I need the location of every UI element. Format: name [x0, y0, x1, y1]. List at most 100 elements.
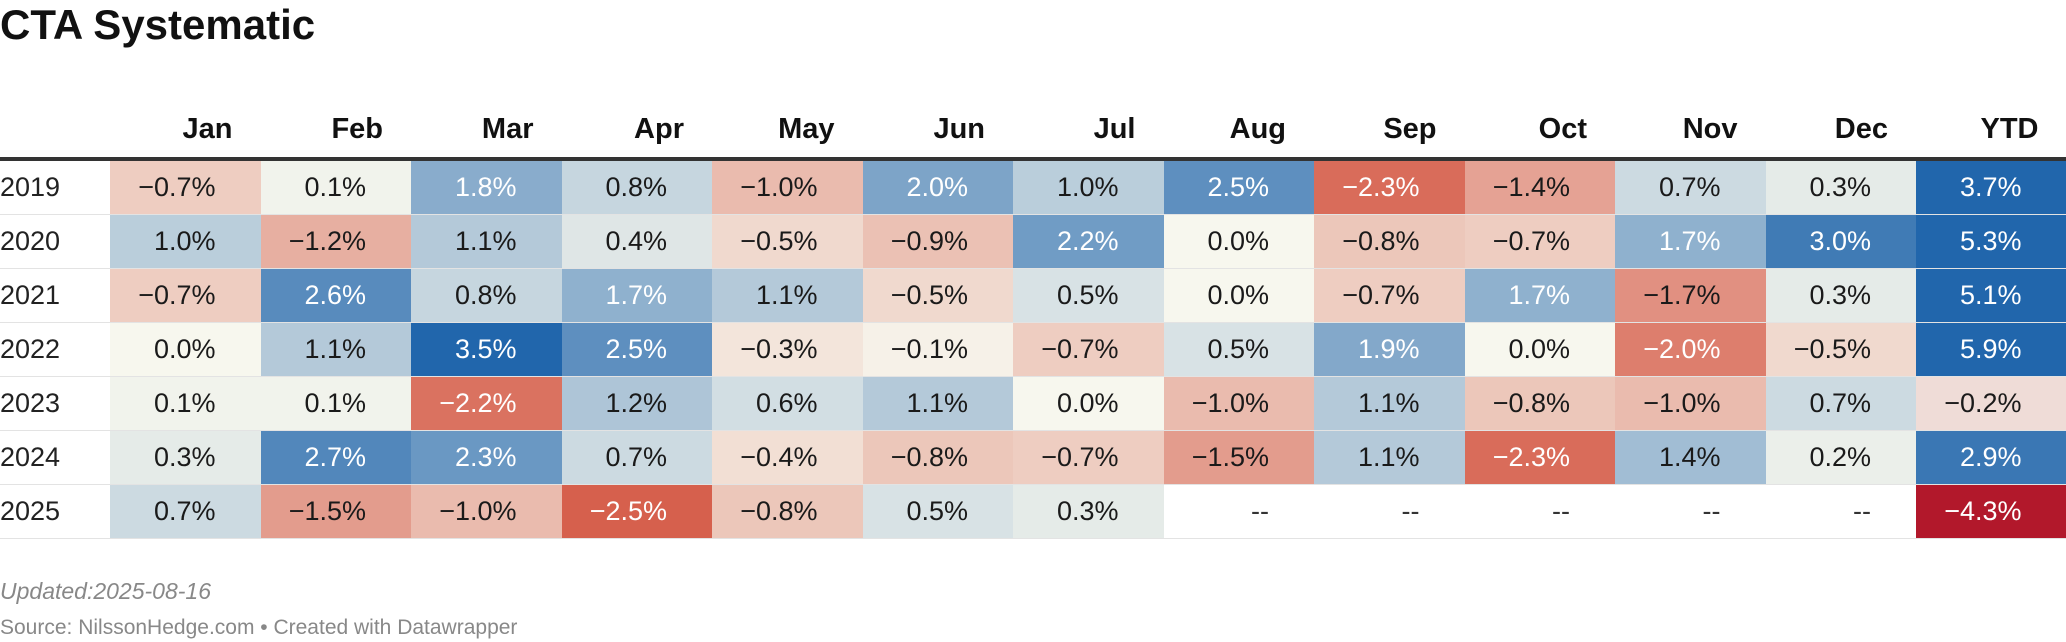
header-row: Jan Feb Mar Apr May Jun Jul Aug Sep Oct Nov Dec YTD — [0, 102, 2066, 161]
heat-cell: 1.1% — [1314, 376, 1465, 431]
heat-cell: 1.7% — [1615, 214, 1766, 269]
heat-cell: 0.7% — [1615, 159, 1766, 215]
heat-cell: −0.8% — [1464, 376, 1615, 431]
heat-cell: 2.2% — [1013, 214, 1164, 269]
heat-cell: −0.5% — [862, 268, 1013, 323]
heat-cell: 0.0% — [1464, 322, 1615, 377]
heat-cell: −0.5% — [712, 214, 863, 269]
heat-cell: −0.7% — [110, 268, 261, 323]
heat-cell: 2.3% — [411, 430, 562, 485]
heat-cell: 2.9% — [1916, 430, 2066, 485]
heat-cell: 5.3% — [1916, 214, 2066, 269]
heat-cell: 0.1% — [260, 376, 411, 431]
chart-title: CTA Systematic — [0, 1, 316, 48]
heat-cell: 0.0% — [1013, 376, 1164, 431]
heat-cell: 0.1% — [110, 376, 261, 431]
heat-cell: 0.5% — [1163, 322, 1314, 377]
row-year-label: 2023 — [0, 376, 110, 431]
heat-cell: 5.1% — [1916, 268, 2066, 323]
heat-cell: 0.8% — [411, 268, 562, 323]
row-year-label: 2021 — [0, 268, 110, 323]
heat-cell: 1.0% — [110, 214, 261, 269]
heat-cell: −0.7% — [1013, 430, 1164, 485]
row-year-label: 2022 — [0, 322, 110, 377]
heat-cell: −2.3% — [1314, 159, 1465, 215]
row-year-label: 2020 — [0, 214, 110, 269]
heat-cell: 1.1% — [411, 214, 562, 269]
heat-cell: −2.5% — [561, 484, 712, 539]
heat-cell: 0.4% — [561, 214, 712, 269]
heat-cell: −1.0% — [411, 484, 562, 539]
heat-cell: 3.0% — [1765, 214, 1916, 269]
heat-cell: 0.7% — [110, 484, 261, 539]
heat-cell: 1.2% — [561, 376, 712, 431]
heat-cell: −1.0% — [712, 159, 863, 215]
column-header: Apr — [561, 102, 712, 161]
heat-cell: −0.8% — [712, 484, 863, 539]
heat-cell: −0.7% — [1314, 268, 1465, 323]
table-row: 2020 1.0% −1.2% 1.1% 0.4% −0.5% −0.9% 2.2% 0.0% −… — [0, 214, 2066, 269]
heat-cell: 3.5% — [411, 322, 562, 377]
heat-cell: 2.5% — [561, 322, 712, 377]
heat-cell: 0.6% — [712, 376, 863, 431]
heat-cell: 0.2% — [1765, 430, 1916, 485]
heat-cell: −0.7% — [1464, 214, 1615, 269]
heat-cell: −0.2% — [1916, 376, 2066, 431]
heat-cell: −1.5% — [260, 484, 411, 539]
heat-cell: -- — [1615, 484, 1766, 539]
heat-cell: 0.0% — [1163, 268, 1314, 323]
heat-cell: −0.8% — [1314, 214, 1465, 269]
heat-cell: −2.2% — [411, 376, 562, 431]
column-header: Oct — [1464, 102, 1615, 161]
row-year-label: 2025 — [0, 484, 110, 539]
heat-cell: 0.5% — [862, 484, 1013, 539]
table-row: 2019 −0.7% 0.1% 1.8% 0.8% −1.0% 2.0% 1.0% 2.5% −2… — [0, 159, 2066, 215]
heat-cell: 0.1% — [260, 159, 411, 215]
heat-cell: 1.1% — [260, 322, 411, 377]
heat-cell: 0.3% — [1013, 484, 1164, 539]
table-row: 2023 0.1% 0.1% −2.2% 1.2% 0.6% 1.1% 0.0% −1.0% 1.… — [0, 376, 2066, 431]
heat-cell: 1.9% — [1314, 322, 1465, 377]
heat-cell: -- — [1163, 484, 1314, 539]
heat-cell: −2.3% — [1464, 430, 1615, 485]
column-header: Dec — [1765, 102, 1916, 161]
column-header: Sep — [1314, 102, 1465, 161]
heat-cell: 2.7% — [260, 430, 411, 485]
heat-cell: -- — [1314, 484, 1465, 539]
heat-cell: 5.9% — [1916, 322, 2066, 377]
heat-cell: 1.1% — [1314, 430, 1465, 485]
heat-cell: −2.0% — [1615, 322, 1766, 377]
heat-cell: 3.7% — [1916, 159, 2066, 215]
heat-cell: −1.2% — [260, 214, 411, 269]
heat-cell: −0.9% — [862, 214, 1013, 269]
heat-cell: 1.0% — [1013, 159, 1164, 215]
heat-cell: −0.7% — [1013, 322, 1164, 377]
table-row: 2022 0.0% 1.1% 3.5% 2.5% −0.3% −0.1% −0.7% 0.5% 1… — [0, 322, 2066, 377]
column-header: Jan — [110, 102, 261, 161]
heat-cell: 2.6% — [260, 268, 411, 323]
heat-cell: −1.7% — [1615, 268, 1766, 323]
heat-cell: −4.3% — [1916, 484, 2066, 539]
header-year — [0, 102, 110, 161]
heat-cell: −0.8% — [862, 430, 1013, 485]
source-note: Source: NilssonHedge.com • Created with … — [0, 616, 518, 639]
heat-cell: 0.3% — [110, 430, 261, 485]
table-row: 2021 −0.7% 2.6% 0.8% 1.7% 1.1% −0.5% 0.5% 0.0% −0… — [0, 268, 2066, 323]
heat-cell: −0.4% — [712, 430, 863, 485]
heat-cell: -- — [1464, 484, 1615, 539]
heat-cell: −1.0% — [1163, 376, 1314, 431]
heat-cell: 0.0% — [1163, 214, 1314, 269]
heat-cell: 1.1% — [712, 268, 863, 323]
heat-cell: 0.0% — [110, 322, 261, 377]
heat-cell: −0.7% — [110, 159, 261, 215]
heat-cell: 2.5% — [1163, 159, 1314, 215]
heat-cell: 0.8% — [561, 159, 712, 215]
heat-cell: 2.0% — [862, 159, 1013, 215]
heat-cell: 0.7% — [1765, 376, 1916, 431]
heat-cell: 1.7% — [561, 268, 712, 323]
heat-cell: 1.7% — [1464, 268, 1615, 323]
heat-cell: 0.5% — [1013, 268, 1164, 323]
column-header: Jul — [1013, 102, 1164, 161]
column-header: May — [712, 102, 863, 161]
column-header: Mar — [411, 102, 562, 161]
